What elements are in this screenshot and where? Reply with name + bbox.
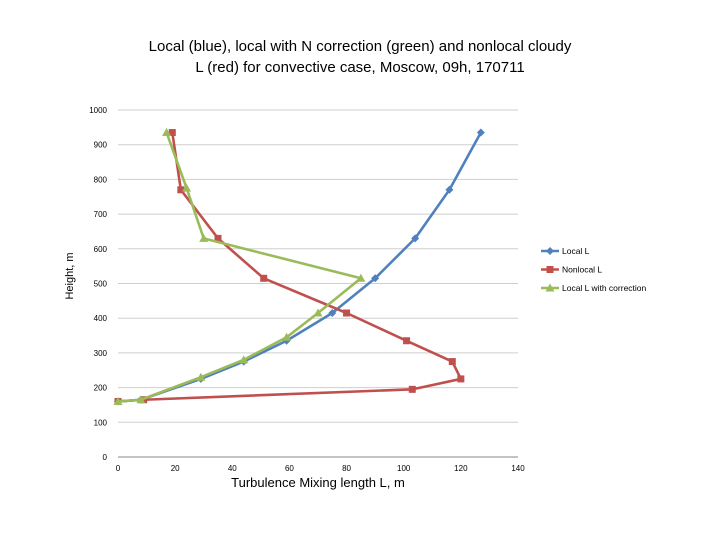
y-tick-label-700: 700 <box>94 210 108 219</box>
y-tick-label-400: 400 <box>94 314 108 323</box>
series-2-point-6 <box>403 337 411 345</box>
y-tick-label-600: 600 <box>94 245 108 254</box>
series-2-line <box>117 132 463 403</box>
x-tick-label-20: 20 <box>171 464 180 473</box>
legend-label-2: Nonlocal L <box>562 265 602 275</box>
x-tick-label-100: 100 <box>397 464 411 473</box>
x-tick-label-140: 140 <box>511 464 525 473</box>
series-2-point-3 <box>408 385 416 393</box>
y-axis-label: Height, m <box>64 252 76 300</box>
y-tick-label-300: 300 <box>94 349 108 358</box>
x-tick-label-80: 80 <box>342 464 351 473</box>
x-tick-labels: 0 20 40 60 80 100 120 140 <box>116 464 525 473</box>
chart-title-line-1: Local (blue), local with N correction (g… <box>148 38 572 55</box>
x-tick-label-120: 120 <box>454 464 468 473</box>
series-3 <box>113 128 366 405</box>
x-tick-label-60: 60 <box>285 464 294 473</box>
series-2-point-4 <box>457 375 465 383</box>
x-tick-label-40: 40 <box>228 464 237 473</box>
y-tick-label-800: 800 <box>94 175 108 184</box>
legend-marker-3 <box>545 283 555 292</box>
series-1-line <box>117 131 482 403</box>
series-3-point-4 <box>239 355 249 364</box>
series-1-point-8 <box>411 234 420 243</box>
series-3-point-5 <box>282 332 292 341</box>
y-tick-label-900: 900 <box>94 141 108 150</box>
series-1-point-7 <box>371 274 380 283</box>
x-tick-label-0: 0 <box>116 464 121 473</box>
legend-marker-1 <box>546 247 554 255</box>
series-3-point-1 <box>113 396 123 405</box>
legend-label-1: Local L <box>562 246 590 256</box>
series-3-point-8 <box>199 233 209 242</box>
series-2-point-9 <box>214 234 222 242</box>
legend-marker-2 <box>546 266 554 273</box>
gridlines <box>118 109 518 423</box>
series-3-line <box>117 132 363 403</box>
y-tick-label-0: 0 <box>103 453 108 462</box>
series-1 <box>114 128 485 406</box>
series-3-point-7 <box>356 273 366 282</box>
series-1-point-9 <box>445 185 454 194</box>
series-2-point-8 <box>260 274 268 282</box>
series-2-point-10 <box>177 186 185 194</box>
series-2-point-11 <box>168 129 176 137</box>
series-3-point-6 <box>313 308 323 317</box>
series-3-point-9 <box>182 183 192 192</box>
series-3-point-3 <box>196 372 206 381</box>
x-axis-label: Turbulence Mixing length L, m <box>231 475 405 490</box>
y-tick-label-1000: 1000 <box>89 106 107 115</box>
y-tick-label-100: 100 <box>94 418 108 427</box>
series-3-point-2 <box>136 395 146 404</box>
series-2-point-7 <box>343 309 351 317</box>
series-3-point-10 <box>162 128 172 137</box>
y-tick-labels: 0 100 200 300 400 500 600 700 800 900 1000 <box>89 106 107 462</box>
chart-title: Local (blue), local with N correction (g… <box>100 36 620 78</box>
series-2-point-5 <box>448 358 456 366</box>
y-tick-label-200: 200 <box>94 384 108 393</box>
y-tick-label-500: 500 <box>94 280 108 289</box>
legend-label-3: Local L with correction <box>562 283 647 293</box>
series-layer <box>113 128 485 406</box>
series-1-point-10 <box>476 128 485 137</box>
chart-title-line-2: L (red) for convective case, Moscow, 09h… <box>195 59 525 76</box>
series-1-point-6 <box>328 308 337 317</box>
legend: Local L Nonlocal L Local L with correction <box>541 246 647 293</box>
series-2 <box>114 129 465 405</box>
